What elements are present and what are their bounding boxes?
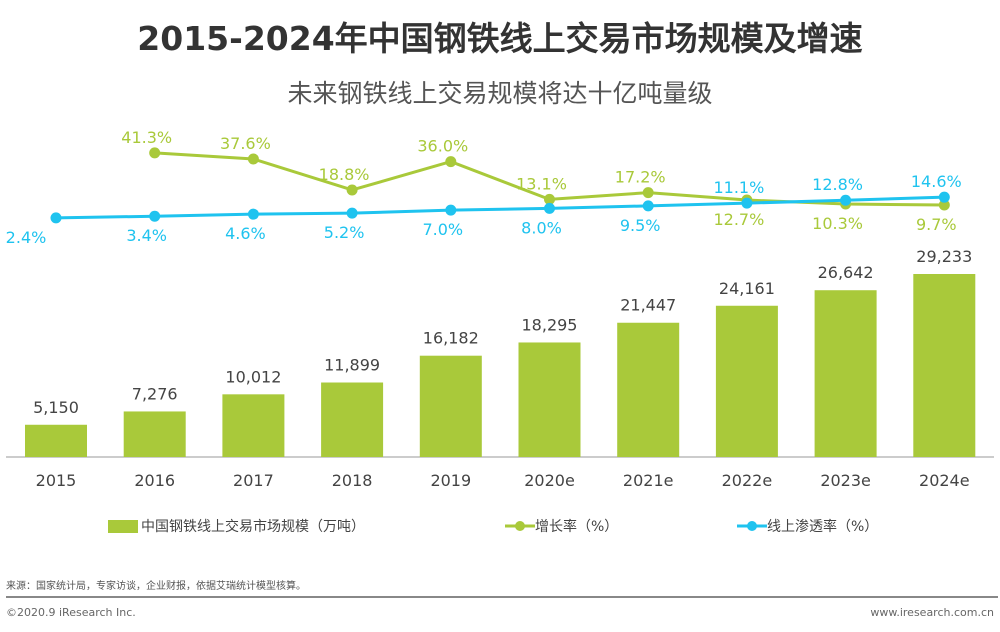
line-value-label: 7.0% <box>422 220 463 239</box>
line-value-label: 3.4% <box>126 226 167 245</box>
line-value-label: 12.8% <box>812 175 863 194</box>
line-point <box>149 210 161 222</box>
bar <box>617 322 680 457</box>
bar-value-label: 16,182 <box>423 329 479 348</box>
bar-value-label: 26,642 <box>818 263 874 282</box>
line-point <box>346 184 358 196</box>
line-value-label: 13.1% <box>516 174 567 193</box>
bar-value-label: 7,276 <box>132 384 178 403</box>
x-tick-label: 2016 <box>134 471 175 490</box>
line-value-label: 9.5% <box>620 216 661 235</box>
legend-bar-swatch <box>108 519 138 533</box>
chart-title: 2015-2024年中国钢铁线上交易市场规模及增速 <box>137 19 863 58</box>
bar <box>123 411 186 457</box>
line-point <box>544 193 555 205</box>
bar-value-label: 18,295 <box>522 315 578 334</box>
line-point <box>50 212 62 224</box>
line-value-label: 4.6% <box>225 224 266 243</box>
x-tick-label: 2023e <box>820 471 871 490</box>
x-tick-label: 2019 <box>430 471 471 490</box>
line-value-label: 41.3% <box>121 128 172 147</box>
bar <box>814 290 877 457</box>
line-point <box>247 208 259 220</box>
chart-subtitle: 未来钢铁线上交易规模将达十亿吨量级 <box>287 79 713 108</box>
bar <box>321 382 384 457</box>
line-value-label: 37.6% <box>220 134 271 153</box>
bar <box>715 305 778 457</box>
line-point <box>642 187 654 199</box>
line-point <box>938 199 950 211</box>
line-value-label: 36.0% <box>417 137 468 156</box>
bar <box>25 424 87 457</box>
line-point <box>445 204 457 216</box>
bar <box>222 394 285 457</box>
line-point <box>840 194 852 206</box>
line-value-label: 9.7% <box>916 215 957 234</box>
line-point <box>247 153 259 165</box>
line-value-label: 14.6% <box>911 172 962 191</box>
line-point <box>544 202 555 214</box>
bar-value-label: 21,447 <box>620 296 676 315</box>
line-point <box>642 200 654 212</box>
x-tick-label: 2018 <box>332 471 373 490</box>
legend-item-bar: 中国钢铁线上交易市场规模（万吨） <box>108 516 365 536</box>
legend-label: 线上渗透率（%） <box>767 519 879 535</box>
legend-label: 中国钢铁线上交易市场规模（万吨） <box>141 519 365 535</box>
bar <box>518 342 581 457</box>
legend-line-marker <box>505 521 535 531</box>
line-value-label: 5.2% <box>324 223 365 242</box>
bar-value-label: 11,899 <box>324 356 380 375</box>
legend-line-marker <box>737 521 767 531</box>
line-value-label: 10.3% <box>812 214 863 233</box>
bar <box>419 355 482 457</box>
legend-item-growth: 增长率（%） <box>505 516 618 536</box>
line-value-label: 17.2% <box>615 168 666 187</box>
line-value-label: 8.0% <box>521 218 562 237</box>
bar <box>913 274 976 457</box>
bar-value-label: 29,233 <box>916 247 972 266</box>
line-point <box>149 147 161 159</box>
line-point <box>938 191 950 203</box>
bar-value-label: 5,150 <box>33 398 79 417</box>
x-tick-label: 2021e <box>623 471 674 490</box>
legend-label: 增长率（%） <box>535 519 619 535</box>
line-value-label: 2.4% <box>6 228 47 247</box>
x-tick-label: 2022e <box>722 471 773 490</box>
x-tick-label: 2015 <box>36 471 77 490</box>
penetration-line <box>55 195 945 220</box>
line-point <box>445 156 457 168</box>
line-point <box>346 207 358 219</box>
bar-value-label: 24,161 <box>719 279 775 298</box>
line-value-label: 18.8% <box>319 165 370 184</box>
legend-item-penetration: 线上渗透率（%） <box>737 516 878 536</box>
x-tick-label: 2024e <box>919 471 970 490</box>
website-link: www.iresearch.com.cn <box>870 606 994 619</box>
footer-divider <box>6 596 998 598</box>
x-tick-label: 2020e <box>524 471 575 490</box>
line-point <box>741 197 753 209</box>
source-note: 来源：国家统计局，专家访谈，企业财报，依据艾瑞统计模型核算。 <box>6 581 306 592</box>
line-value-label: 12.7% <box>713 210 764 229</box>
copyright: ©2020.9 iResearch Inc. <box>6 606 136 619</box>
line-value-label: 11.1% <box>713 178 764 197</box>
bar-value-label: 10,012 <box>225 367 281 386</box>
x-tick-label: 2017 <box>233 471 274 490</box>
